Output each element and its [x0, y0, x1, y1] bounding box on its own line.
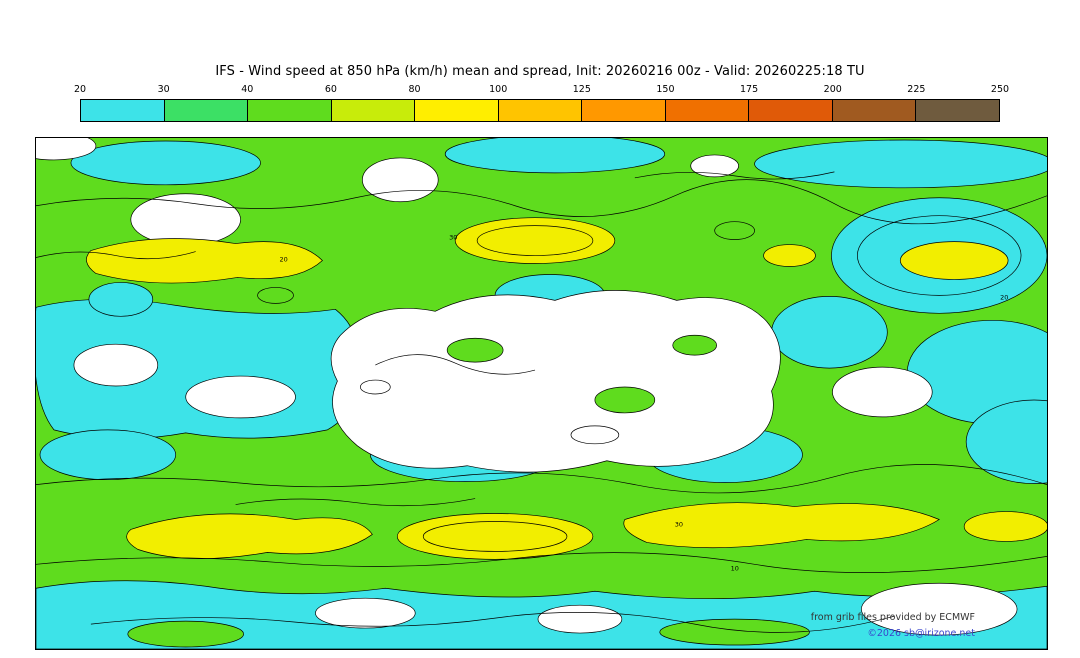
colorbar-tick-label: 20 [73, 84, 87, 95]
colorbar-tick-label: 40 [241, 84, 254, 95]
colorbar-tick-label: 30 [157, 84, 170, 95]
colorbar-gradient [80, 99, 1000, 122]
colorbar-tick-label: 100 [489, 84, 508, 95]
colorbar-tick-label: 60 [324, 84, 337, 95]
map-frame: 20 30 10 20 30 from grib files provided … [35, 137, 1048, 650]
contour-label: 30 [449, 234, 457, 242]
colorbar-segment [832, 100, 917, 121]
colorbar: 20 30 40 60 80 100 125 150 175 200 225 250 [74, 84, 1009, 122]
colorbar-labels: 20 30 40 60 80 100 125 150 175 200 225 250 [74, 84, 1009, 97]
colorbar-segment [916, 100, 1000, 121]
contour-label: 30 [675, 520, 683, 528]
attribution: from grib files provided by ECMWF ©2026 … [811, 610, 975, 643]
contour-lines [36, 171, 1047, 633]
colorbar-segment [498, 100, 583, 121]
contour-label: 20 [280, 256, 288, 264]
colorbar-segment [582, 100, 666, 121]
colorbar-tick-label: 150 [656, 84, 675, 95]
colorbar-tick-label: 125 [572, 84, 591, 95]
calm-white-regions [36, 138, 1018, 636]
colorbar-segment [749, 100, 833, 121]
green-wind-islands [127, 334, 810, 648]
contour-label: 10 [731, 564, 739, 572]
colorbar-segment [248, 100, 332, 121]
attribution-copyright: ©2026 sb@irizone.net [867, 628, 975, 640]
colorbar-tick-label: 250 [990, 84, 1010, 95]
attribution-source: from grib files provided by ECMWF [810, 611, 975, 623]
colorbar-segment [415, 100, 499, 121]
colorbar-segment [81, 100, 165, 121]
contour-label: 20 [1000, 293, 1008, 301]
colorbar-tick-label: 200 [823, 84, 842, 95]
colorbar-segment [331, 100, 416, 121]
colorbar-segment [665, 100, 750, 121]
colorbar-tick-label: 225 [907, 84, 926, 95]
colorbar-tick-label: 80 [408, 84, 421, 95]
yellow-jet-regions [86, 217, 1047, 560]
contour-value-labels: 20 30 10 20 30 [280, 234, 1009, 573]
colorbar-tick-label: 175 [740, 84, 759, 95]
wind-speed-map: 20 30 10 20 30 [36, 138, 1047, 649]
colorbar-segment [164, 100, 249, 121]
chart-title: IFS - Wind speed at 850 hPa (km/h) mean … [215, 64, 865, 79]
